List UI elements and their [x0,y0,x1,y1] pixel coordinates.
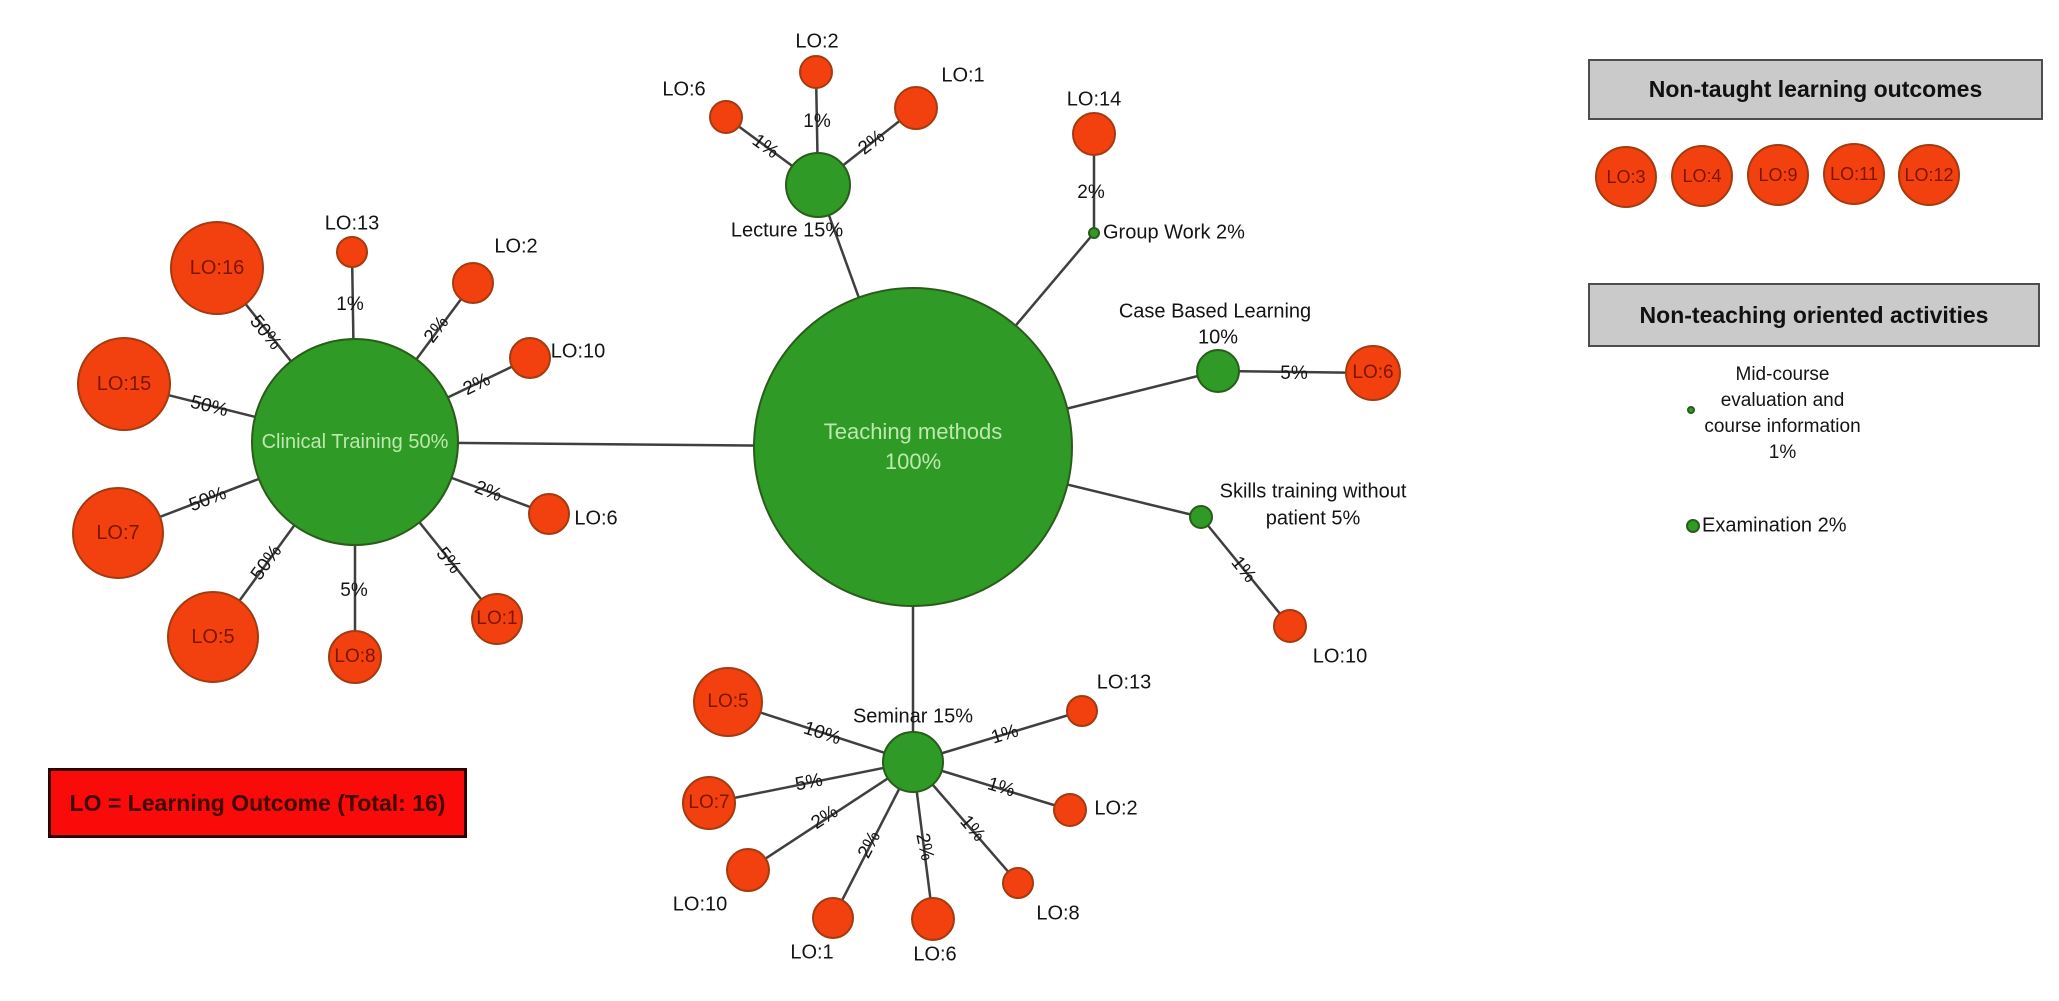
node-seminar-lo1-label: LO:1 [790,941,834,964]
node-seminar-lo10 [726,848,770,892]
node-clinical-training-label: Clinical Training 50% [261,430,449,453]
node-clinical-lo7-label: LO:7 [96,521,140,544]
edge-label-clinical-lo13: 1% [336,294,364,315]
node-seminar-lo10-label: LO:10 [672,893,728,916]
examination-label: Examination 2% [1702,514,1847,537]
node-nontaught-lo12: LO:12 [1898,144,1960,206]
non-taught-title: Non-taught learning outcomes [1648,76,1983,102]
node-midcourse-dot [1687,406,1695,414]
node-clinical-lo2 [452,262,494,304]
non-teaching-title: Non-teaching oriented activities [1639,301,1989,328]
midcourse-label-line4: 1% [1768,442,1797,463]
node-clinical-lo13 [336,236,368,268]
node-seminar-lo2 [1053,793,1087,827]
node-groupwork-lo14 [1072,112,1116,156]
node-lecture-lo2-label: LO:2 [795,30,839,53]
node-nontaught-lo3-label: LO:3 [1606,166,1646,187]
node-seminar-lo13-label: LO:13 [1096,671,1152,694]
node-clinical-lo15-label: LO:15 [96,372,152,395]
node-seminar-lo7-label: LO:7 [688,792,730,813]
edge-seminar-lo10 [747,760,914,872]
midcourse-label-line2: evaluation and [1720,390,1845,411]
node-lecture-lo2 [799,55,833,89]
node-clinical-lo10 [509,337,551,379]
node-seminar-lo1 [812,897,854,939]
node-casebased-lo6: LO:6 [1345,345,1401,401]
edge-label-lecture-lo2: 1% [803,111,831,132]
node-clinical-lo1: LO:1 [471,593,523,645]
node-nontaught-lo9: LO:9 [1747,144,1809,206]
node-clinical-lo5-label: LO:5 [191,625,235,648]
node-seminar-lo8-label: LO:8 [1036,902,1080,925]
node-nontaught-lo12-label: LO:12 [1904,164,1954,185]
node-clinical-lo13-label: LO:13 [324,212,380,235]
midcourse-label: Mid-course evaluation and course informa… [1660,362,1905,466]
node-lecture-lo6 [709,100,743,134]
node-seminar-lo7: LO:7 [682,776,736,830]
node-nontaught-lo4-label: LO:4 [1682,165,1722,186]
node-clinical-lo7: LO:7 [72,487,164,579]
node-skills-lo10 [1273,609,1307,643]
node-nontaught-lo4: LO:4 [1671,145,1733,207]
node-lecture-label: Lecture 15% [730,219,844,242]
node-seminar-lo2-label: LO:2 [1094,797,1138,820]
node-nontaught-lo11-label: LO:11 [1830,163,1878,184]
node-case-based-learning [1196,349,1240,393]
node-teaching-methods: Teaching methods 100% [753,287,1073,607]
node-seminar-lo5: LO:5 [693,667,763,737]
non-teaching-header: Non-teaching oriented activities [1588,283,2040,347]
node-nontaught-lo11: LO:11 [1823,143,1885,205]
node-clinical-lo8-label: LO:8 [334,646,376,667]
node-skills-lo10-label: LO:10 [1312,645,1368,668]
node-lecture-lo6-label: LO:6 [662,78,706,101]
node-clinical-lo16: LO:16 [170,221,264,315]
node-group-work [1088,227,1100,239]
node-groupwork-lo14-label: LO:14 [1066,88,1122,111]
legend-box: LO = Learning Outcome (Total: 16) [48,768,467,838]
node-lecture-lo1 [894,86,938,130]
node-seminar-lo13 [1066,695,1098,727]
node-seminar-lo8 [1002,867,1034,899]
node-clinical-lo15: LO:15 [77,337,171,431]
edge-label-clinical-lo8: 5% [340,580,368,601]
node-clinical-lo2-label: LO:2 [494,235,538,258]
node-examination-dot [1686,519,1700,533]
node-group-work-label: Group Work 2% [1103,221,1245,244]
node-seminar-label: Seminar 15% [852,705,974,728]
node-seminar [882,731,944,793]
teaching-methods-label-line1: Teaching methods [823,419,1003,444]
node-teaching-methods-label: Teaching methods 100% [824,417,1003,477]
legend-text: LO = Learning Outcome (Total: 16) [69,789,446,816]
midcourse-label-line1: Mid-course [1735,364,1830,385]
node-skills-label-line1: Skills training without [1219,480,1407,503]
teaching-methods-label-line2: 100% [884,449,942,474]
node-lecture-lo1-label: LO:1 [941,64,985,87]
node-skills-training [1189,505,1213,529]
node-casebased-lo6-label: LO:6 [1352,362,1394,383]
node-clinical-lo1-label: LO:1 [476,608,518,629]
node-clinical-lo6-label: LO:6 [574,507,618,530]
node-clinical-lo16-label: LO:16 [189,256,245,279]
node-nontaught-lo9-label: LO:9 [1758,164,1798,185]
node-case-based-label-line1: Case Based Learning [1118,300,1312,323]
node-seminar-lo5-label: LO:5 [707,691,749,712]
node-clinical-lo5: LO:5 [167,591,259,683]
node-seminar-lo6-label: LO:6 [913,943,957,966]
node-clinical-lo10-label: LO:10 [550,340,606,363]
edge-skills-lo10 [1200,516,1291,627]
node-clinical-lo8: LO:8 [328,630,382,684]
edge-seminar-lo7 [708,760,914,805]
node-lecture [785,152,851,218]
midcourse-label-line3: course information [1704,416,1861,437]
node-case-based-label-line2: 10% [1197,326,1239,349]
node-skills-label-line2: patient 5% [1265,507,1361,530]
node-seminar-lo6 [911,897,955,941]
non-taught-header: Non-taught learning outcomes [1588,59,2043,120]
node-nontaught-lo3: LO:3 [1595,146,1657,208]
node-clinical-lo6 [528,493,570,535]
node-clinical-training: Clinical Training 50% [251,338,459,546]
edge-label-casebased-lo6: 5% [1280,363,1308,384]
edge-label-groupwork-lo14: 2% [1077,182,1105,203]
